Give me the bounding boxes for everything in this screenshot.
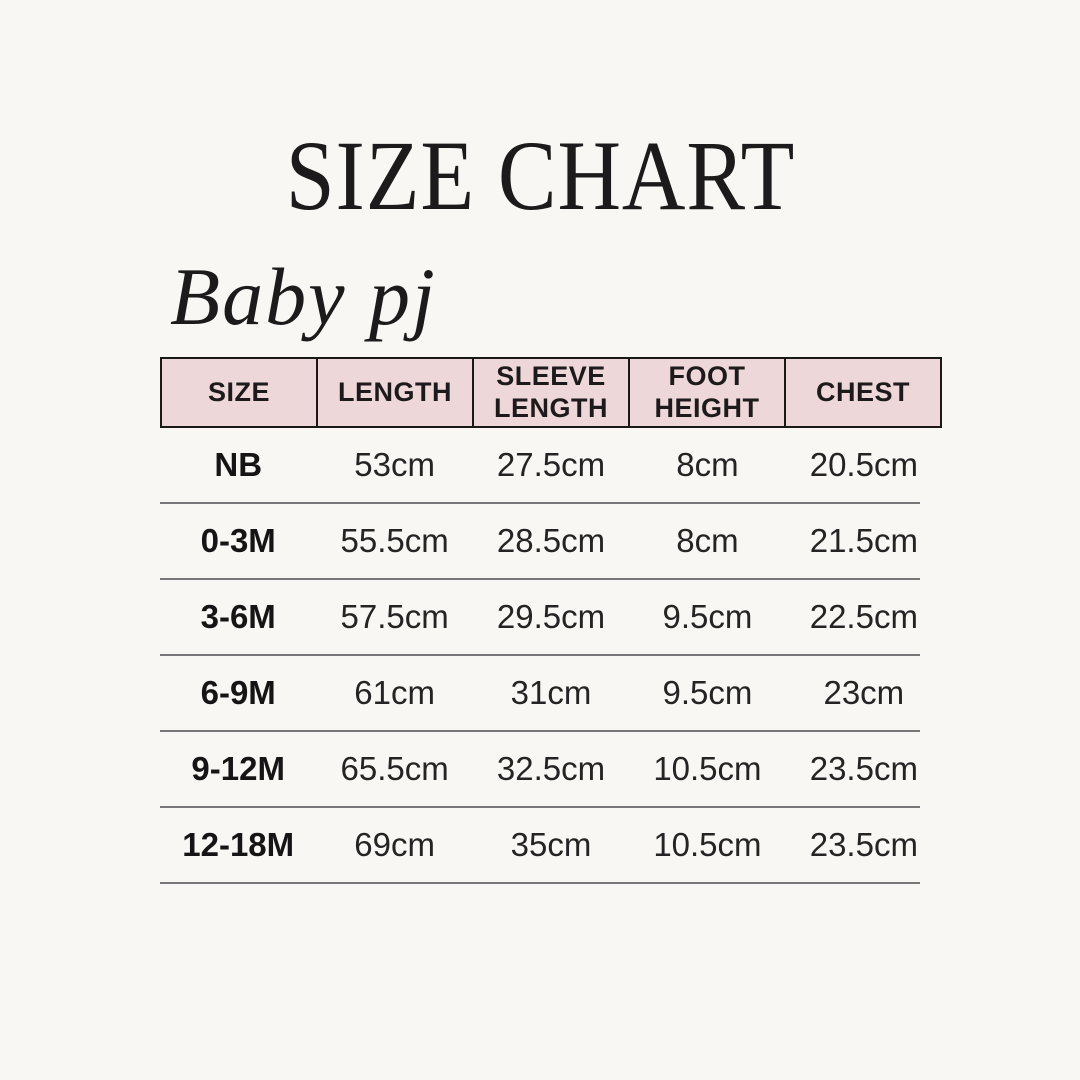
column-header-chest: CHEST: [784, 359, 940, 426]
row-value-cell: 23.5cm: [809, 750, 918, 787]
row-divider: [160, 730, 920, 732]
brand-script-text: Baby pj: [170, 251, 437, 342]
row-value-cell: 9.5cm: [662, 674, 753, 711]
column-header-foot-height: FOOT HEIGHT: [628, 359, 784, 426]
row-size-cell: 9-12M: [191, 750, 285, 787]
column-header-sleeve-length: SLEEVE LENGTH: [472, 359, 628, 426]
row-value-cell: 10.5cm: [653, 750, 762, 787]
row-size-cell: NB: [214, 446, 263, 483]
row-value-cell: 20.5cm: [809, 446, 918, 483]
row-value-cell: 31cm: [510, 674, 592, 711]
table-row: 9-12M 65.5cm 32.5cm 10.5cm 23.5cm: [160, 732, 942, 806]
row-divider: [160, 806, 920, 808]
size-table-body: NB 53cm 27.5cm 8cm 20.5cm 0-3M 55.5cm 28.5cm 8cm…: [160, 428, 942, 884]
row-value-cell: 23.5cm: [809, 826, 918, 863]
row-value-cell: 57.5cm: [340, 598, 449, 635]
column-header-length: LENGTH: [316, 359, 472, 426]
column-header-size: SIZE: [207, 376, 270, 407]
row-size-cell: 12-18M: [182, 826, 295, 863]
row-value-cell: 22.5cm: [809, 598, 918, 635]
row-value-cell: 8cm: [676, 522, 739, 559]
row-value-cell: 69cm: [354, 826, 435, 863]
row-value-cell: 27.5cm: [496, 446, 606, 483]
row-value-cell: 35cm: [510, 826, 592, 863]
table-header-row: SIZE LENGTH SLEEVE LENGTH FOOT HEIGHT CH…: [160, 357, 942, 428]
row-value-cell: 9.5cm: [662, 598, 753, 635]
row-value-cell: 55.5cm: [340, 522, 449, 559]
table-row: NB 53cm 27.5cm 8cm 20.5cm: [160, 428, 942, 502]
row-size-cell: 0-3M: [200, 522, 276, 559]
table-row: 0-3M 55.5cm 28.5cm 8cm 21.5cm: [160, 504, 942, 578]
row-divider: [160, 654, 920, 656]
row-divider: [160, 502, 920, 504]
row-divider: [160, 882, 920, 884]
row-value-cell: 29.5cm: [496, 598, 606, 635]
row-size-cell: 3-6M: [200, 598, 276, 635]
row-value-cell: 32.5cm: [496, 750, 606, 787]
page-title: SIZE CHART: [0, 126, 1080, 226]
table-row: 6-9M 61cm 31cm 9.5cm 23cm: [160, 656, 942, 730]
table-row: 12-18M 69cm 35cm 10.5cm 23.5cm: [160, 808, 942, 882]
row-value-cell: 61cm: [354, 674, 435, 711]
row-value-cell: 53cm: [354, 446, 435, 483]
row-value-cell: 8cm: [676, 446, 739, 483]
row-size-cell: 6-9M: [200, 674, 276, 711]
row-value-cell: 28.5cm: [496, 522, 606, 559]
size-table: SIZE LENGTH SLEEVE LENGTH FOOT HEIGHT CH…: [160, 357, 942, 884]
table-row: 3-6M 57.5cm 29.5cm 9.5cm 22.5cm: [160, 580, 942, 654]
row-value-cell: 21.5cm: [809, 522, 918, 559]
row-value-cell: 65.5cm: [340, 750, 449, 787]
row-value-cell: 10.5cm: [653, 826, 762, 863]
page-title-text: SIZE CHART: [285, 120, 795, 231]
row-value-cell: 23cm: [823, 674, 905, 711]
row-divider: [160, 578, 920, 580]
